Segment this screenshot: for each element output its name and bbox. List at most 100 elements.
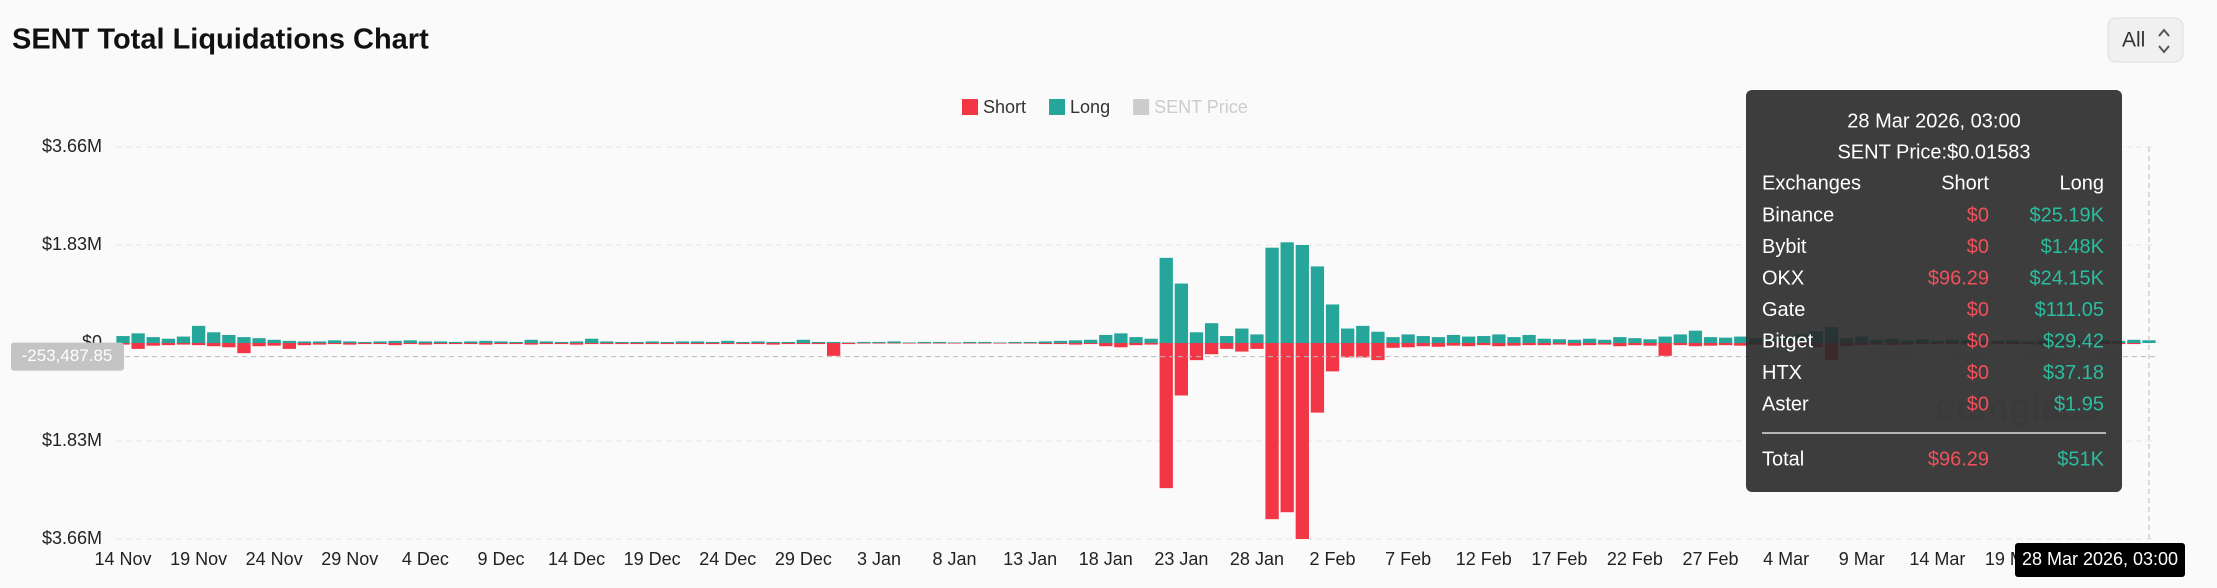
bar: [146, 343, 160, 346]
tooltip-cell: $96.29: [1928, 267, 1989, 289]
legend-swatch: [1133, 99, 1150, 115]
bar: [1159, 343, 1173, 489]
tooltip-cell: $1.95: [2054, 393, 2104, 415]
bar: [1174, 283, 1189, 343]
x-tick-label: 9 Dec: [477, 549, 524, 569]
bar: [388, 340, 402, 343]
bar: [2127, 343, 2141, 345]
bar: [1673, 343, 1687, 346]
tooltip-total: $96.29: [1928, 448, 1989, 470]
bar: [161, 343, 176, 346]
selector-icon: [2158, 28, 2170, 54]
tooltip-cell: Bitget: [1762, 330, 1814, 352]
bar: [176, 343, 191, 345]
bar: [1734, 343, 1748, 346]
bar: [1295, 245, 1309, 343]
bar: [161, 338, 176, 343]
bar: [1310, 266, 1325, 343]
bar: [1537, 338, 1551, 343]
bar: [1416, 336, 1430, 343]
bar: [781, 343, 795, 345]
bar: [418, 343, 433, 345]
x-tick-label: 27 Feb: [1683, 549, 1739, 569]
bar: [1144, 338, 1158, 343]
bar: [1401, 334, 1415, 343]
bar: [464, 341, 478, 343]
bar: [826, 341, 841, 343]
selector-box[interactable]: [2107, 17, 2184, 63]
bar: [1371, 331, 1385, 343]
bar: [1008, 343, 1022, 344]
bar: [947, 343, 962, 344]
bar: [600, 343, 614, 345]
selector-label[interactable]: All: [2122, 29, 2145, 52]
y-tick-label: $3.66M: [42, 136, 102, 156]
bar: [1356, 343, 1370, 358]
bar: [1265, 343, 1279, 520]
bar: [872, 343, 886, 344]
bar: [1613, 343, 1627, 347]
bar: [222, 334, 236, 343]
bar: [1325, 343, 1340, 372]
bar: [585, 338, 599, 343]
y-tick-label: $1.83M: [42, 430, 102, 450]
bar: [796, 339, 811, 343]
bar: [1719, 337, 1733, 343]
bar: [328, 343, 342, 345]
y-tick-label: $3.66M: [42, 528, 102, 548]
bar: [842, 342, 856, 343]
bar: [1477, 343, 1491, 346]
bar: [403, 343, 417, 345]
bar: [1356, 325, 1370, 343]
bar: [857, 341, 871, 343]
tooltip-cell: $29.42: [2043, 330, 2104, 352]
bar: [917, 343, 931, 344]
bar: [751, 343, 765, 345]
bar: [675, 343, 690, 345]
x-tick-label: 23 Jan: [1154, 549, 1208, 569]
bar: [1461, 343, 1476, 347]
bar: [1431, 343, 1446, 347]
bar: [373, 341, 387, 343]
selector[interactable]: All: [2107, 17, 2184, 63]
bar: [328, 340, 342, 343]
tooltip-cell: $0: [1967, 204, 1989, 226]
bar: [1250, 343, 1264, 349]
bar: [131, 343, 145, 349]
bar: [1688, 330, 1703, 343]
legend-swatch: [1049, 99, 1066, 115]
bar: [1719, 343, 1733, 346]
tooltip-cell: OKX: [1762, 267, 1804, 289]
bar: [358, 343, 372, 345]
crosshair-x-label: 28 Mar 2026, 03:00: [2022, 549, 2178, 569]
legend-label: SENT Price: [1154, 97, 1248, 117]
bar: [1159, 257, 1173, 343]
tooltip-cell: $0: [1967, 299, 1989, 321]
bar: [1446, 334, 1461, 343]
bar: [509, 343, 523, 345]
bar: [388, 343, 402, 346]
bar: [1582, 343, 1597, 346]
bar: [1053, 340, 1068, 343]
bar: [207, 332, 221, 343]
bar: [1552, 343, 1566, 345]
x-tick-label: 29 Nov: [321, 549, 378, 569]
bar: [600, 341, 614, 343]
bar: [660, 341, 674, 343]
bar: [1401, 343, 1415, 348]
bar: [1174, 343, 1189, 396]
x-tick-label: 14 Mar: [1909, 549, 1965, 569]
tooltip-cell: Aster: [1762, 393, 1809, 415]
bar: [766, 341, 780, 343]
bar: [524, 343, 538, 345]
bar: [615, 343, 629, 345]
bar: [237, 343, 251, 354]
bar: [1431, 337, 1446, 343]
bar: [585, 343, 599, 345]
x-tick-label: 3 Jan: [857, 549, 901, 569]
bar: [993, 343, 1007, 344]
bar: [675, 341, 690, 343]
bar: [1643, 339, 1657, 343]
bar: [116, 336, 130, 343]
